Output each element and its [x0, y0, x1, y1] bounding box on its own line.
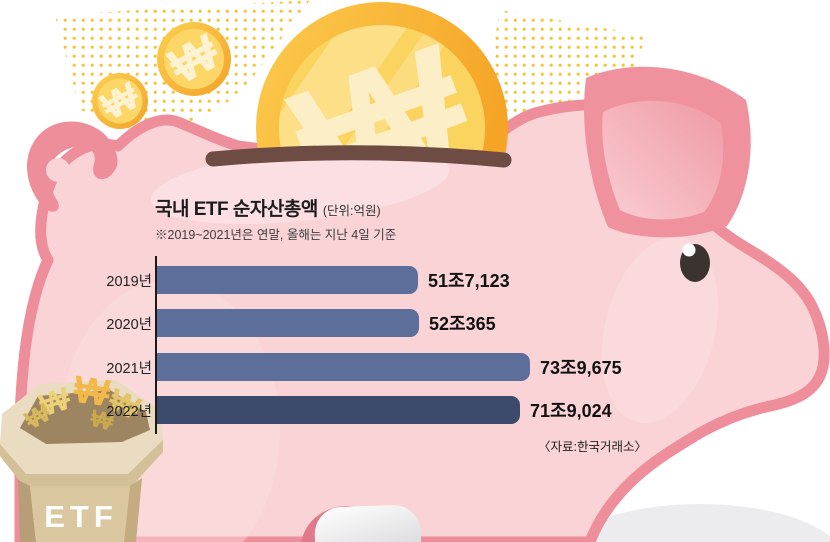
chart-note: ※2019~2021년은 연말, 올해는 지난 4일 기준: [155, 228, 397, 242]
chart-unit-label: (단위:억원): [322, 204, 381, 218]
bar-value-label: 51조7,123: [428, 271, 510, 291]
bar-category-label: 2021년: [106, 360, 152, 377]
etf-box-rim: [0, 380, 163, 474]
etf-box-rim-front: [0, 440, 163, 488]
bar-value-label: 52조365: [429, 314, 496, 334]
bar-2022년: [157, 396, 520, 424]
floor-shadow: [563, 504, 830, 542]
pig-tail: [27, 121, 118, 212]
body-highlight: [601, 236, 719, 424]
etf-box-side-right: [124, 478, 142, 542]
etf-box-side-left: [18, 480, 36, 542]
small-coin-2: ₩: [157, 22, 231, 96]
bar-row-2020년: 2020년 52조365: [100, 309, 496, 337]
pig-tail-inner: [46, 158, 70, 182]
bar-2019년: [157, 266, 418, 294]
pig-ear-inner: [602, 100, 724, 220]
etf-box-opening: [20, 390, 150, 444]
chart-source: 〈자료:한국거래소〉: [538, 440, 647, 454]
chart-y-axis: [155, 256, 157, 434]
etf-box-front: [30, 486, 130, 542]
coin-slot: [205, 145, 512, 168]
bar-category-label: 2022년: [106, 403, 152, 420]
small-coin-1: ₩: [92, 73, 148, 129]
bar-value-label: 71조9,024: [530, 401, 612, 421]
bar-category-label: 2019년: [106, 273, 152, 290]
bar-2021년: [157, 353, 530, 381]
bar-category-label: 2020년: [106, 316, 152, 333]
bar-row-2019년: 2019년 51조7,123: [100, 266, 510, 294]
bar-row-2021년: 2021년 73조9,675: [100, 353, 622, 381]
bar-value-label: 73조9,675: [540, 358, 622, 378]
won-icon: ₩: [71, 369, 112, 416]
body-highlight: [150, 145, 450, 225]
chart-title: 국내 ETF 순자산총액 (단위:억원): [155, 194, 381, 221]
bar-2020년: [157, 309, 419, 337]
etf-box-label: ETF: [44, 499, 118, 534]
pig-eye: [680, 243, 710, 282]
large-coin: ₩: [256, 2, 508, 163]
chart-title-text: 국내 ETF 순자산총액: [155, 199, 318, 220]
bar-row-2022년: 2022년 71조9,024: [100, 396, 612, 424]
etf-box: ₩ ₩ ₩ ₩ ₩ ETF: [0, 369, 163, 542]
